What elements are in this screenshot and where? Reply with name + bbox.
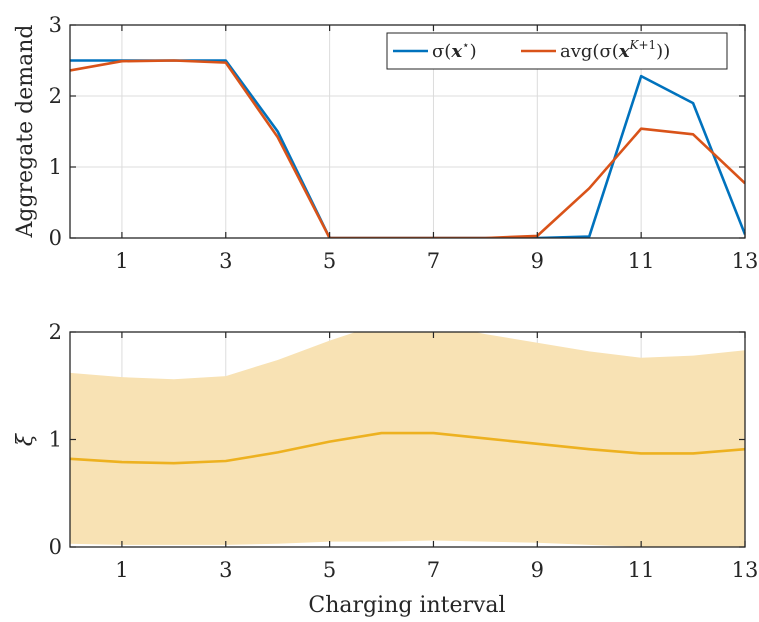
demand-x-tick-label: 3	[219, 249, 232, 273]
demand-x-tick-label: 9	[531, 249, 544, 273]
xi-y-tick-label: 1	[49, 428, 62, 452]
xi-y-axis-label: ξ	[13, 432, 38, 446]
demand-y-tick-label: 0	[49, 226, 62, 250]
xi-series-group	[70, 332, 745, 547]
demand-plot-frame	[69, 24, 746, 239]
xi-x-tick-label: 1	[115, 558, 128, 582]
xi-x-tick-label: 11	[628, 558, 655, 582]
demand-x-tick-label: 5	[323, 249, 336, 273]
demand-x-tick-label: 7	[427, 249, 440, 273]
xi-series-line-0	[70, 431, 745, 465]
xi-y-tick-label: 0	[49, 535, 62, 559]
xi-x-tick-label: 13	[732, 558, 759, 582]
x-axis-label: Charging interval	[308, 593, 505, 618]
xi-x-tick-label: 7	[427, 558, 440, 582]
demand-y-tick-label: 2	[49, 84, 62, 108]
legend: σ(x⋆) avg(σ(xK+1))	[386, 32, 728, 70]
demand-y-tick-label: 3	[49, 13, 62, 37]
legend-sigma-x-star-text: σ(x⋆)	[432, 38, 477, 62]
demand-x-tick-label: 1	[115, 249, 128, 273]
xi-y-tick-label: 2	[49, 320, 62, 344]
xi-x-tick-label: 9	[531, 558, 544, 582]
xi-x-tick-label: 5	[323, 558, 336, 582]
demand-x-tick-label: 11	[628, 249, 655, 273]
demand-x-tick-label: 13	[732, 249, 759, 273]
demand-y-tick-label: 1	[49, 155, 62, 179]
legend-box	[386, 32, 728, 70]
xi-confidence-band	[70, 332, 745, 547]
demand-series-group	[70, 59, 745, 238]
xi-x-tick-label: 3	[219, 558, 232, 582]
demand-y-axis-label: Aggregate demand	[13, 25, 38, 239]
demand-series-line-0	[70, 59, 745, 238]
xi-plot-series	[70, 332, 745, 547]
legend-label-sigma-x-star: σ(x⋆)	[432, 38, 477, 62]
demand-series-line-1	[70, 59, 745, 238]
demand-plot-series	[70, 59, 745, 238]
